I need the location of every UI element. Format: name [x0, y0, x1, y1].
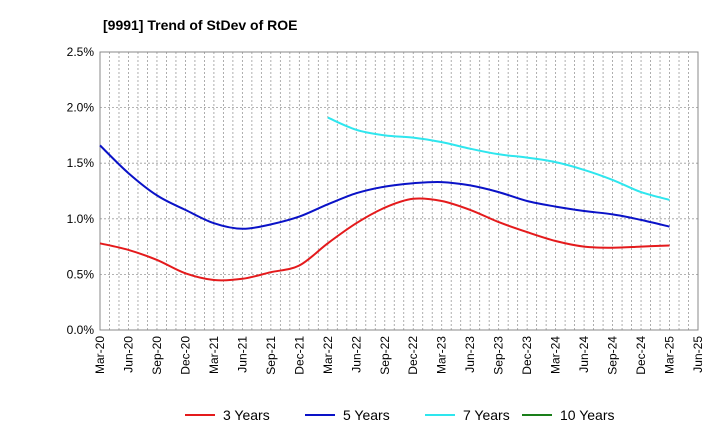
legend-label-3-years: 3 Years: [223, 407, 270, 423]
series-lines: [99, 116, 670, 282]
y-axis: 0.0% 0.5% 1.0% 1.5% 2.0% 2.5%: [67, 45, 95, 337]
x-tick-label: Mar-21: [207, 336, 221, 374]
legend: 3 Years 5 Years 7 Years 10 Years: [185, 407, 615, 423]
x-tick-label: Sep-23: [492, 336, 506, 375]
legend-label-10-years: 10 Years: [560, 407, 615, 423]
x-tick-label: Dec-21: [292, 336, 306, 375]
x-tick-label: Mar-22: [321, 336, 335, 374]
x-tick-label: Dec-20: [178, 336, 192, 375]
legend-label-7-years: 7 Years: [463, 407, 510, 423]
series-line-7-years: [327, 116, 670, 201]
y-tick-label: 2.0%: [67, 101, 95, 115]
plot-border: [99, 51, 699, 331]
y-tick-label: 0.5%: [67, 267, 95, 281]
legend-label-5-years: 5 Years: [343, 407, 390, 423]
x-tick-label: Mar-25: [663, 336, 677, 374]
x-tick-label: Jun-20: [121, 336, 135, 373]
x-tick-label: Dec-23: [520, 336, 534, 375]
x-tick-label: Dec-24: [634, 336, 648, 375]
x-tick-label: Sep-21: [264, 336, 278, 375]
x-tick-label: Mar-20: [93, 336, 107, 374]
series-line-3-years: [99, 197, 670, 282]
x-tick-label: Sep-20: [150, 336, 164, 375]
y-tick-label: 1.5%: [67, 156, 95, 170]
y-tick-label: 2.5%: [67, 45, 95, 59]
series-line-5-years: [99, 144, 670, 230]
x-tick-label: Sep-24: [606, 336, 620, 375]
x-tick-label: Mar-24: [549, 336, 563, 374]
x-tick-label: Jun-21: [235, 336, 249, 373]
x-tick-label: Jun-23: [463, 336, 477, 373]
x-tick-label: Jun-24: [577, 336, 591, 373]
x-tick-label: Dec-22: [406, 336, 420, 375]
x-tick-label: Mar-23: [435, 336, 449, 374]
chart-title: [9991] Trend of StDev of ROE: [103, 17, 297, 33]
plot-area: [100, 52, 698, 330]
y-tick-label: 0.0%: [67, 323, 95, 337]
x-tick-label: Jun-22: [349, 336, 363, 373]
x-tick-label: Sep-22: [378, 336, 392, 375]
x-tick-label: Jun-25: [691, 336, 705, 373]
x-axis: Mar-20 Jun-20 Sep-20 Dec-20 Mar-21 Jun-21 Sep-…: [93, 336, 705, 375]
y-tick-label: 1.0%: [67, 212, 95, 226]
